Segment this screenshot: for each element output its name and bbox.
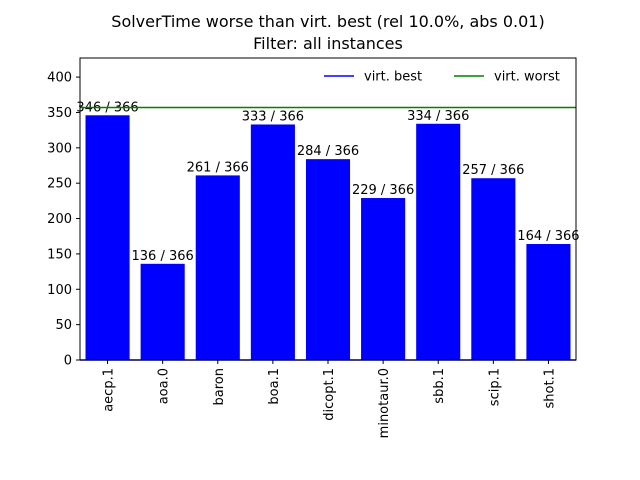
y-tick-label-200: 200	[47, 212, 72, 227]
x-tick-label-aoa.0: aoa.0	[157, 368, 172, 404]
data-label-sbb.1: 334 / 366	[407, 109, 469, 124]
legend-label-virt-worst: virt. worst	[494, 70, 560, 85]
legend-label-virt-best: virt. best	[364, 70, 422, 85]
y-tick-label-50: 50	[55, 318, 72, 333]
data-label-minotaur.0: 229 / 366	[352, 183, 414, 198]
data-label-baron: 261 / 366	[187, 160, 249, 175]
data-label-shot.1: 164 / 366	[517, 229, 579, 244]
bar-baron	[195, 175, 240, 360]
x-tick-label-minotaur.0: minotaur.0	[377, 368, 392, 438]
x-tick-label-baron: baron	[212, 368, 227, 405]
bar-aoa.0	[140, 263, 185, 360]
bar-sbb.1	[416, 123, 461, 360]
x-tick-label-dicopt.1: dicopt.1	[322, 368, 337, 421]
bar-scip.1	[471, 178, 516, 360]
data-label-aoa.0: 136 / 366	[132, 249, 194, 264]
data-label-dicopt.1: 284 / 366	[297, 144, 359, 159]
y-tick-label-400: 400	[47, 71, 72, 86]
axes-frame	[79, 57, 577, 361]
x-tick-label-boa.1: boa.1	[267, 368, 282, 405]
bar-shot.1	[526, 244, 571, 360]
chart-subtitle: Filter: all instances	[253, 34, 403, 53]
chart-title: SolverTime worse than virt. best (rel 10…	[111, 12, 544, 31]
y-tick-label-100: 100	[47, 283, 72, 298]
bar-dicopt.1	[305, 159, 351, 360]
y-tick-label-350: 350	[47, 106, 72, 121]
x-tick-label-sbb.1: sbb.1	[432, 368, 447, 404]
bar-aecp.1	[85, 115, 130, 360]
data-label-boa.1: 333 / 366	[242, 109, 304, 124]
y-tick-label-0: 0	[64, 354, 72, 369]
bar-boa.1	[250, 124, 295, 360]
data-label-scip.1: 257 / 366	[462, 163, 524, 178]
x-tick-label-shot.1: shot.1	[542, 368, 557, 408]
x-tick-label-scip.1: scip.1	[487, 368, 502, 406]
y-tick-label-300: 300	[47, 141, 72, 156]
x-tick-label-aecp.1: aecp.1	[102, 368, 117, 412]
y-tick-label-250: 250	[47, 177, 72, 192]
bar-minotaur.0	[361, 198, 406, 360]
y-tick-label-150: 150	[47, 247, 72, 262]
